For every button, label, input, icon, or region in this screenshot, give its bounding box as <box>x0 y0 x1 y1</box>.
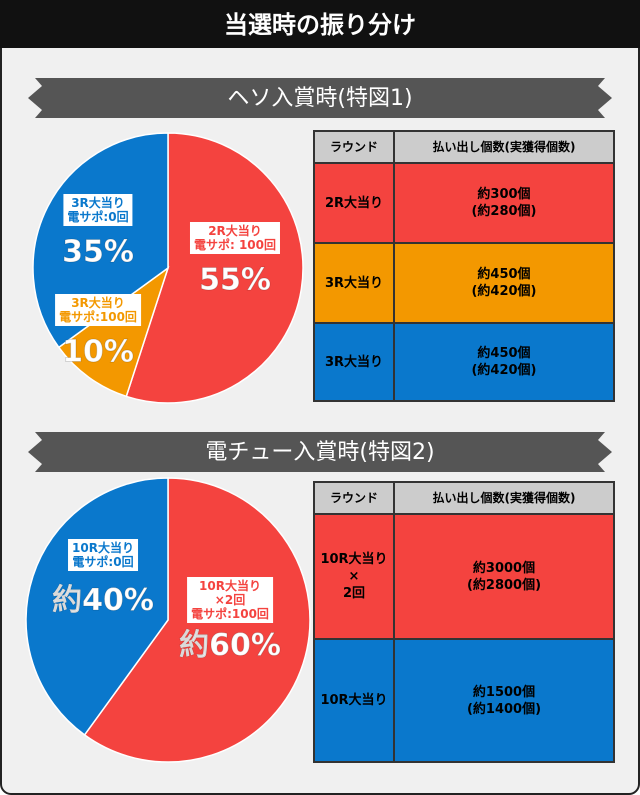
table-cell: 約300個 (約280個) <box>393 162 615 244</box>
table-cell: 10R大当り × 2回 <box>313 513 395 640</box>
table-header: ラウンド <box>313 481 395 515</box>
table-cell: 3R大当り <box>313 242 395 324</box>
table-cell: 3R大当り <box>313 322 395 402</box>
section-title: ヘソ入賞時(特図1) <box>227 86 412 111</box>
slice-value-label: 約40% <box>52 583 155 619</box>
payout-table: ラウンド 払い出し個数(実獲得個数) 2R大当り 約300個 (約280個) 3R大当り… <box>313 130 615 402</box>
slice-value-label: 10% <box>62 334 135 370</box>
table-cell: 約3000個 (約2800個) <box>393 513 615 640</box>
header-bar <box>0 0 640 48</box>
slice-value-label: 35% <box>62 234 135 270</box>
slice-label: 2R大当り 電サポ: 100回 <box>189 222 281 254</box>
slice-label: 10R大当り 電サポ:0回 <box>68 539 138 571</box>
table-cell: 約450個 (約420個) <box>393 322 615 402</box>
table-cell: 約1500個 (約1400個) <box>393 638 615 763</box>
section-banner <box>28 78 612 118</box>
pie-slice <box>32 132 169 349</box>
slice-value-label: 55% <box>199 262 272 298</box>
table-cell: 約450個 (約420個) <box>393 242 615 324</box>
table-header: ラウンド <box>313 130 395 164</box>
slice-value-label: 約60% <box>179 628 282 664</box>
page-title: 当選時の振り分け <box>224 11 416 39</box>
table-header: 払い出し個数(実獲得個数) <box>393 130 615 164</box>
table-cell: 2R大当り <box>313 162 395 244</box>
slice-label: 3R大当り 電サポ:0回 <box>63 194 133 226</box>
payout-table: ラウンド 払い出し個数(実獲得個数) 10R大当り × 2回 約3000個 (約280… <box>313 481 615 763</box>
slice-label: 10R大当り ×2回 電サポ:100回 <box>187 577 273 623</box>
table-header: 払い出し個数(実獲得個数) <box>393 481 615 515</box>
slice-label: 3R大当り 電サポ:100回 <box>55 294 141 326</box>
pie-slice <box>125 132 304 404</box>
table-cell: 10R大当り <box>313 638 395 763</box>
section-banner <box>28 432 612 472</box>
section-title: 電チュー入賞時(特図2) <box>205 440 434 465</box>
